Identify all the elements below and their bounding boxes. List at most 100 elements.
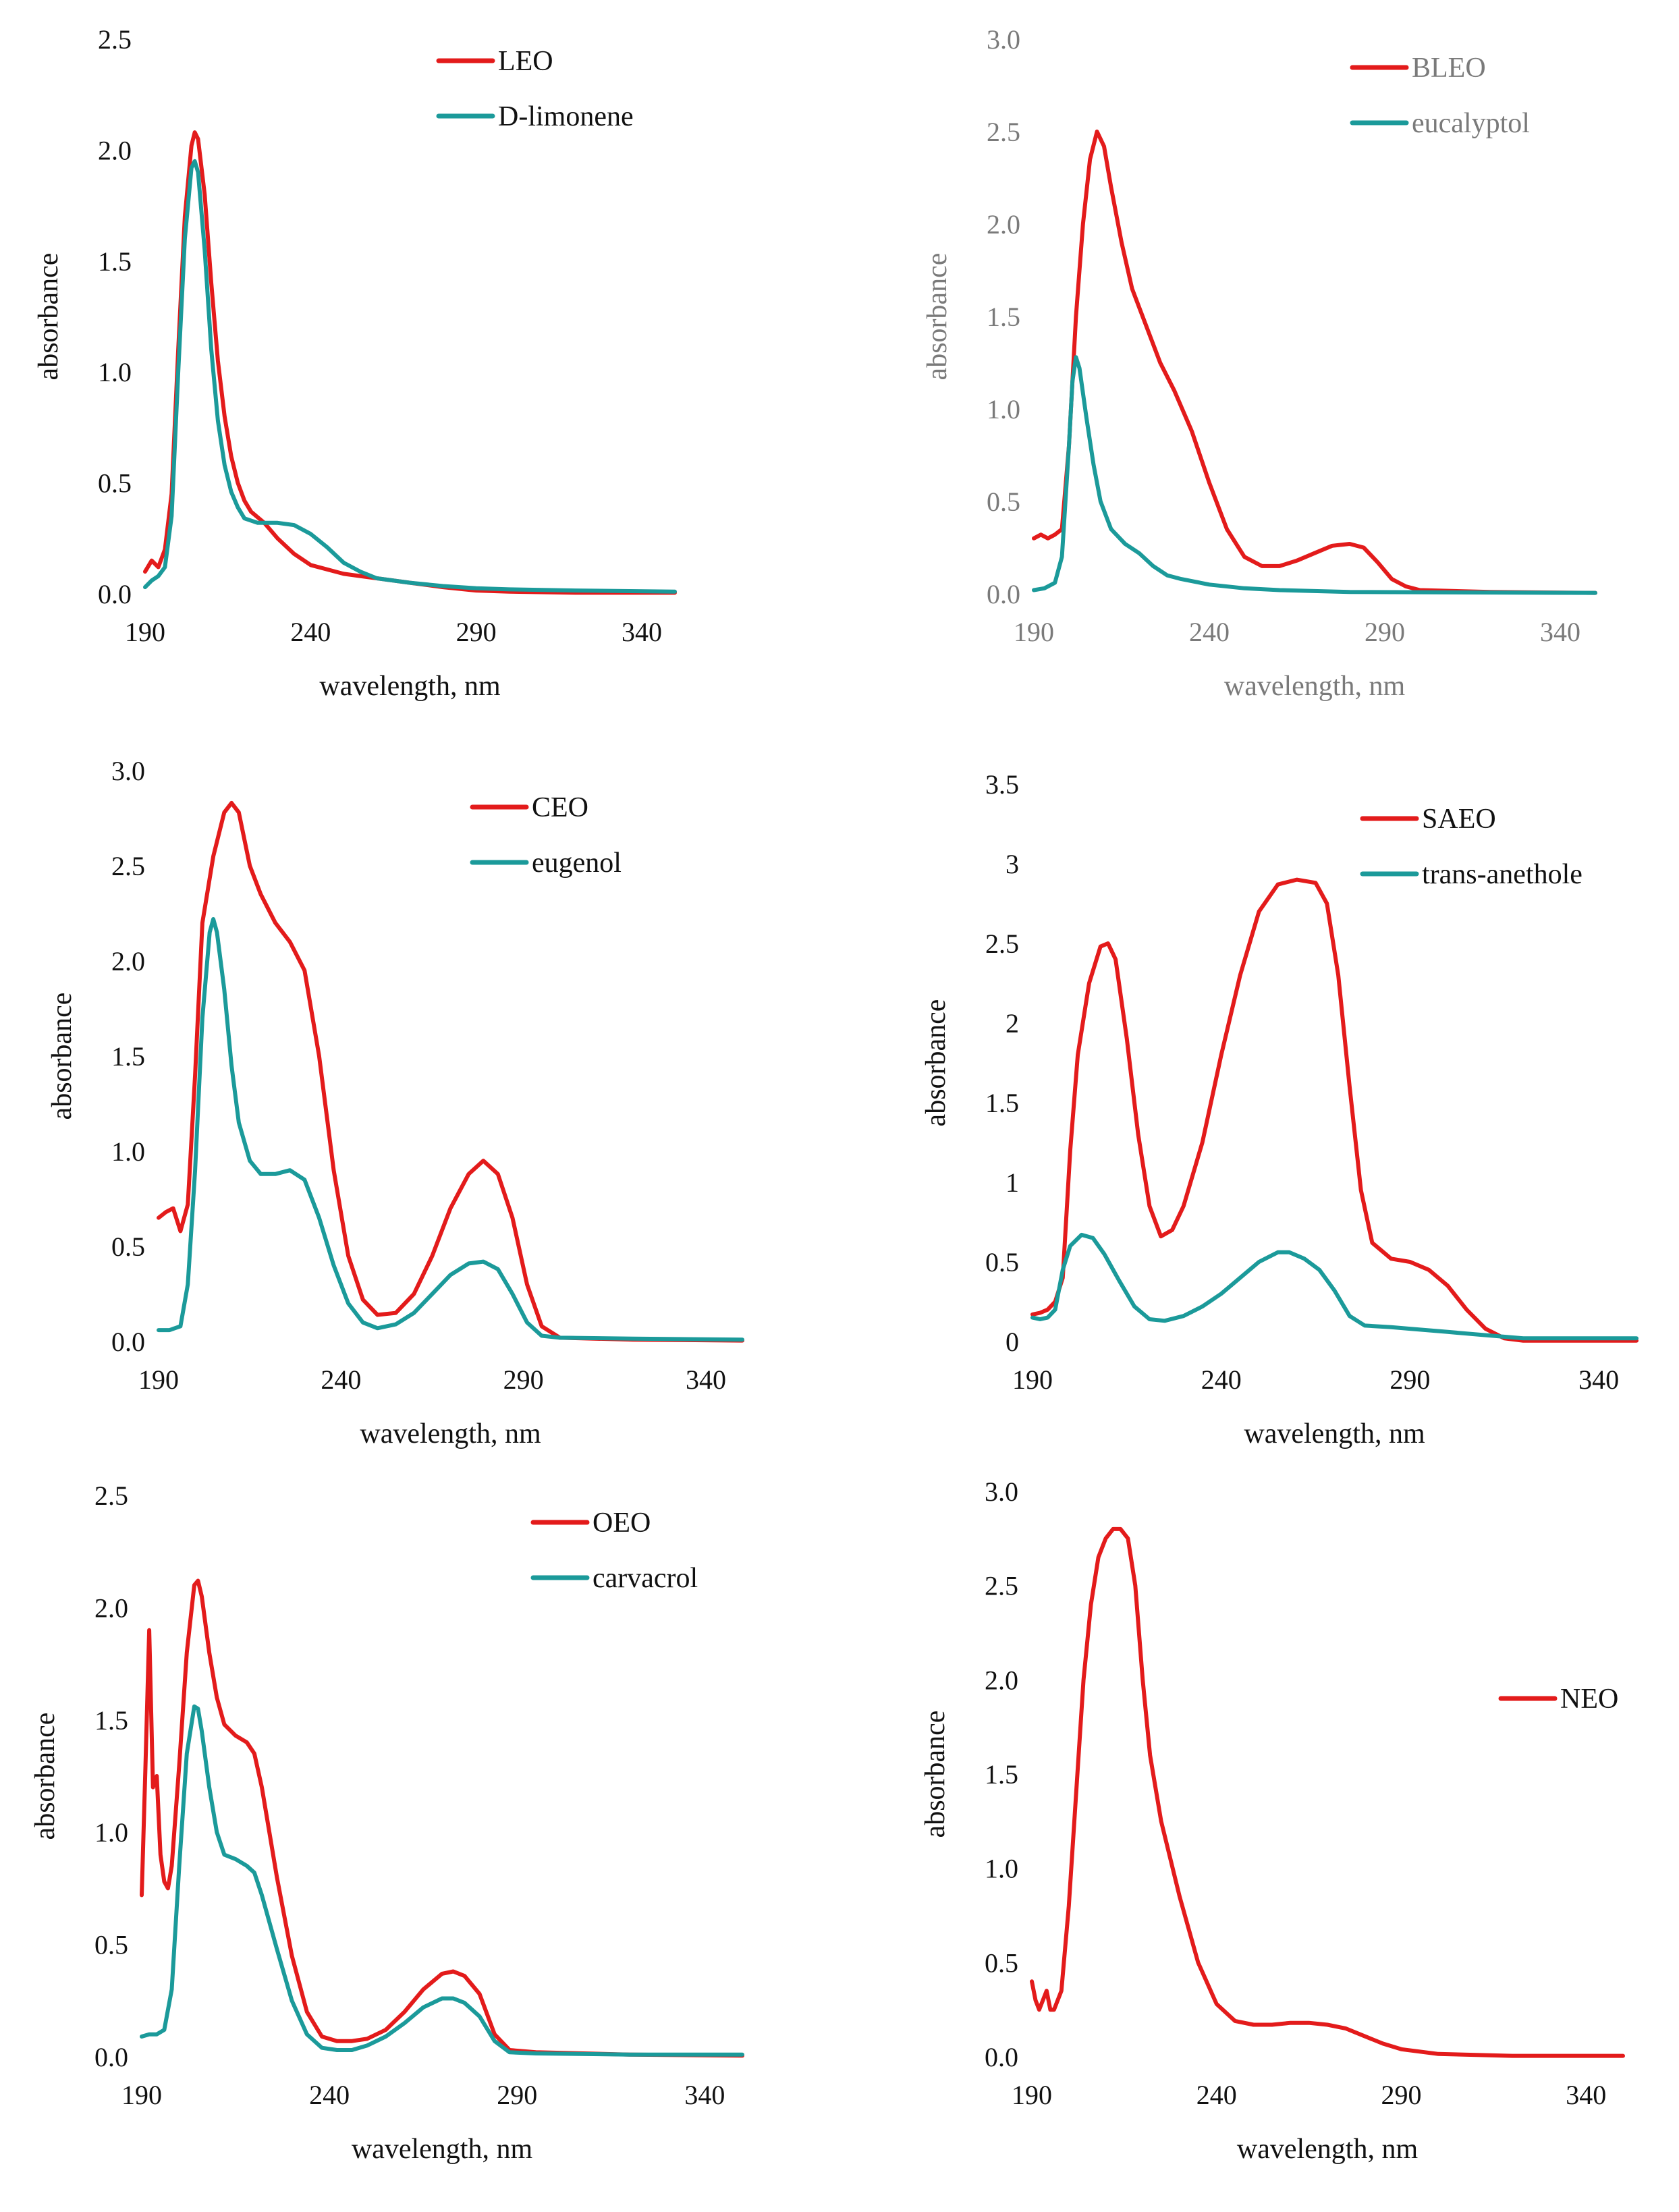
y-tick-label: 0.5 [985,1947,1018,1978]
series-line-bleo [1032,130,1597,595]
x-tick-label: 240 [309,2080,350,2110]
chart-panel-oeo: 0.0 0.5 1.0 1.5 2.0 2.5 190 240 290 340 wavelength… [30,1481,744,2165]
x-tick-label: 290 [497,2080,537,2110]
series-line-carvacrol [140,1704,744,2057]
y-tick-label: 1.5 [985,1088,1019,1118]
series-line-oeo [140,1578,744,2058]
y-tick-label: 2.5 [985,1571,1018,1601]
y-tick-label: 2.0 [98,135,132,165]
y-tick-label: 1.0 [94,1817,128,1848]
x-tick-label: 240 [1189,617,1230,647]
series-line-leo [143,130,677,595]
series-line-ceo [157,800,744,1343]
y-tick-label: 2.0 [94,1593,128,1623]
legend-label: CEO [532,792,588,823]
y-axis-title: absorbance [30,1713,61,1840]
y-axis-title: absorbance [33,253,64,381]
x-axis-title: wavelength, nm [1244,1418,1425,1449]
x-tick-label: 290 [456,617,497,647]
legend-label: eugenol [532,848,622,879]
x-tick-label: 190 [138,1364,179,1395]
legend-label: carvacrol [593,1563,698,1594]
y-axis-title: absorbance [922,253,953,381]
x-tick-label: 290 [1381,2080,1422,2110]
x-tick-label: 190 [1012,1364,1053,1395]
series-line-neo [1030,1526,1625,2058]
x-tick-label: 340 [622,617,662,647]
y-tick-label: 2.5 [98,24,132,55]
y-tick-label: 0.0 [94,2042,128,2072]
y-tick-label: 3 [1006,849,1019,879]
y-tick-label: 1.5 [985,1759,1018,1790]
y-tick-label: 2.0 [985,1665,1018,1695]
x-tick-label: 290 [503,1364,544,1395]
y-axis-title: absorbance [920,1711,951,1838]
x-axis-title: wavelength, nm [319,671,501,702]
x-tick-label: 340 [1578,1364,1619,1395]
y-tick-label: 0.0 [111,1327,145,1357]
y-tick-label: 1.5 [94,1705,128,1736]
y-tick-label: 2.5 [985,929,1019,959]
x-axis-title: wavelength, nm [1237,2134,1419,2165]
y-tick-label: 2 [1006,1008,1019,1039]
y-tick-label: 3.5 [985,769,1019,800]
y-tick-label: 3.0 [111,756,145,786]
y-tick-label: 3.0 [985,1476,1018,1507]
x-tick-label: 190 [121,2080,162,2110]
x-axis-title: wavelength, nm [360,1418,541,1449]
y-axis-title: absorbance [47,993,78,1120]
x-tick-label: 340 [1540,617,1580,647]
y-tick-label: 1.5 [987,302,1020,332]
x-tick-label: 240 [1196,2080,1237,2110]
y-tick-label: 3.0 [987,24,1020,55]
x-tick-label: 190 [1014,617,1054,647]
x-tick-label: 190 [125,617,165,647]
y-tick-label: 2.0 [111,946,145,976]
y-tick-label: 1.0 [985,1854,1018,1884]
series-line-trans-anethole [1030,1232,1639,1341]
series-line-eucalyptol [1032,355,1597,595]
y-tick-label: 0.0 [98,579,132,609]
y-tick-label: 0.5 [111,1232,145,1262]
chart-panel-neo: 0.0 0.5 1.0 1.5 2.0 2.5 3.0 190 240 290 340 wavelen… [920,1476,1625,2165]
series-line-d-limonene [143,159,677,594]
series-line-eugenol [157,917,744,1342]
y-tick-label: 0.5 [98,468,132,499]
legend-label: D-limonene [498,101,634,132]
legend-label: eucalyptol [1412,108,1530,139]
y-tick-label: 0.5 [94,1930,128,1960]
x-tick-label: 290 [1365,617,1405,647]
y-tick-label: 0.0 [985,2042,1018,2072]
chart-panel-leo: 0.0 0.5 1.0 1.5 2.0 2.5 190 240 290 340 wavelength… [33,24,677,702]
y-tick-label: 2.5 [94,1481,128,1511]
y-tick-label: 0.5 [985,1247,1019,1277]
x-axis-title: wavelength, nm [1224,671,1406,702]
y-tick-label: 1.5 [98,246,132,277]
x-tick-label: 240 [290,617,331,647]
y-tick-label: 0.5 [987,487,1020,517]
legend-label: trans-anethole [1422,859,1582,890]
legend-label: LEO [498,46,553,77]
y-tick-label: 1.0 [987,394,1020,424]
y-tick-label: 1.0 [111,1136,145,1167]
y-tick-label: 2.0 [987,209,1020,240]
legend-label: BLEO [1412,53,1486,84]
x-tick-label: 340 [684,2080,725,2110]
y-tick-label: 2.5 [987,117,1020,147]
series-line-saeo [1030,877,1639,1343]
x-tick-label: 240 [1201,1364,1242,1395]
x-tick-label: 340 [1566,2080,1606,2110]
x-tick-label: 240 [321,1364,361,1395]
x-tick-label: 340 [686,1364,726,1395]
x-axis-title: wavelength, nm [352,2134,533,2165]
x-tick-label: 190 [1012,2080,1052,2110]
legend-label: OEO [593,1508,651,1539]
y-tick-label: 0.0 [987,579,1020,609]
y-tick-label: 1 [1006,1167,1019,1198]
chart-panel-saeo: 0 0.5 1 1.5 2 2.5 3 3.5 190 240 290 340 wavelength, … [920,769,1639,1449]
y-tick-label: 1.5 [111,1041,145,1072]
y-tick-label: 0 [1006,1327,1019,1357]
y-tick-label: 2.5 [111,851,145,881]
chart-panel-bleo: 0.0 0.5 1.0 1.5 2.0 2.5 3.0 190 240 290 340 wavelen… [922,24,1597,702]
legend-label: NEO [1560,1684,1618,1715]
